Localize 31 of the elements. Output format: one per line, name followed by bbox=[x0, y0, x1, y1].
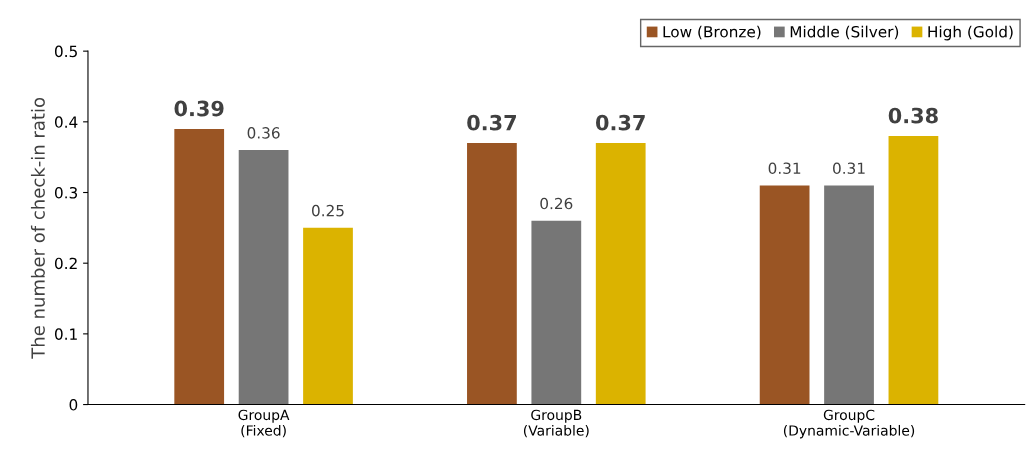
data-label: 0.39 bbox=[174, 100, 224, 117]
bar bbox=[238, 150, 289, 405]
bar bbox=[888, 135, 939, 405]
y-tick-label: 0.1 bbox=[54, 328, 77, 340]
bar bbox=[595, 143, 646, 405]
x-tick-label: GroupB (Variable) bbox=[523, 409, 589, 438]
legend-label: Low (Bronze) bbox=[663, 25, 761, 40]
bar bbox=[531, 220, 582, 405]
data-label: 0.38 bbox=[888, 107, 938, 124]
bar bbox=[303, 227, 353, 405]
y-tick-label: 0.4 bbox=[54, 116, 78, 128]
bar bbox=[174, 128, 225, 405]
data-label: 0.37 bbox=[596, 114, 645, 131]
legend-label: Middle (Silver) bbox=[790, 25, 899, 40]
y-tick-label: 0.2 bbox=[54, 257, 77, 270]
data-label: 0.31 bbox=[768, 162, 801, 174]
data-label: 0.36 bbox=[247, 127, 280, 139]
data-label: 0.37 bbox=[467, 114, 516, 131]
bar bbox=[467, 143, 517, 405]
bar bbox=[759, 185, 810, 405]
y-tick-label: 0 bbox=[69, 399, 78, 411]
y-tick-label: 0.5 bbox=[54, 45, 77, 58]
y-tick-label: 0.3 bbox=[54, 186, 78, 199]
x-tick-label: GroupA (Fixed) bbox=[238, 409, 290, 438]
data-label: 0.25 bbox=[312, 204, 344, 217]
y-axis-title: The number of check-in ratio bbox=[30, 97, 45, 359]
bar bbox=[824, 185, 874, 405]
legend-label: High (Gold) bbox=[928, 25, 1013, 41]
data-label: 0.31 bbox=[833, 162, 865, 174]
data-label: 0.26 bbox=[540, 197, 573, 210]
x-tick-label: GroupC (Dynamic-Variable) bbox=[783, 409, 915, 439]
